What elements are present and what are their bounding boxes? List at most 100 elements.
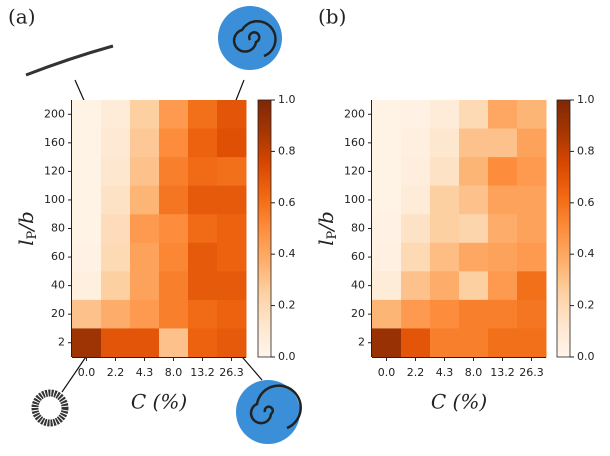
heat-cell (488, 271, 518, 301)
heat-cell (130, 157, 160, 187)
y-tick-label: 200 (344, 107, 365, 120)
y-tick-label: 60 (51, 250, 65, 263)
heat-cell (430, 271, 460, 301)
heat-cell (401, 100, 431, 130)
y-axis-label-part: P (25, 230, 40, 239)
heat-cell (159, 100, 189, 130)
heat-cell (372, 128, 402, 158)
x-tick-label: 13.2 (190, 366, 215, 379)
heat-cell (401, 328, 431, 358)
panel-label: (b) (318, 5, 346, 29)
heat-cell (517, 271, 547, 301)
colorbar-tick-label: 0.8 (577, 144, 595, 157)
heat-cell (517, 128, 547, 158)
x-axis-label: C (%) (131, 390, 187, 414)
heat-cell (372, 271, 402, 301)
heat-cell (159, 299, 189, 329)
y-tick-label: 60 (351, 250, 365, 263)
y-tick-label: 80 (351, 222, 365, 235)
heat-cell (372, 214, 402, 244)
heat-cell (101, 185, 131, 215)
y-tick-label: 120 (344, 164, 365, 177)
heat-cell (517, 185, 547, 215)
y-axis-label-part: /b (14, 211, 38, 233)
heat-cell (72, 299, 102, 329)
blob-icon (236, 380, 300, 444)
heat-cell (130, 185, 160, 215)
colorbar-tick-label: 1.0 (577, 93, 595, 106)
colorbar-tick-label: 0.6 (278, 196, 296, 209)
heat-cell (101, 157, 131, 187)
heat-cell (217, 299, 247, 329)
x-axis-label: C (%) (431, 390, 487, 414)
heat-cell (430, 128, 460, 158)
x-tick-label: 26.3 (219, 366, 244, 379)
heat-cell (430, 214, 460, 244)
y-tick-label: 40 (51, 279, 65, 292)
y-axis-label-part: l (314, 239, 338, 245)
colorbar-tick-label: 0.2 (577, 299, 595, 312)
heat-cell (217, 242, 247, 272)
heat-cell (101, 299, 131, 329)
heat-cell (101, 100, 131, 130)
x-tick-label: 2.2 (407, 366, 425, 379)
heat-cell (372, 328, 402, 358)
heat-cell (188, 242, 218, 272)
heat-cell (217, 271, 247, 301)
rod-icon (25, 44, 114, 77)
heat-cell (101, 214, 131, 244)
heat-cell (401, 242, 431, 272)
heat-cell (430, 328, 460, 358)
heat-cell (401, 185, 431, 215)
heat-cell (217, 185, 247, 215)
heat-cell (188, 100, 218, 130)
heat-cell (459, 271, 489, 301)
colorbar-tick-label: 0.4 (577, 247, 595, 260)
y-tick-label: 100 (344, 193, 365, 206)
spiral-icon (249, 384, 302, 430)
heat-cell (159, 214, 189, 244)
x-tick-label: 26.3 (519, 366, 544, 379)
heat-cell (517, 100, 547, 130)
heat-cell (188, 157, 218, 187)
spiral-icon (232, 20, 277, 58)
heat-cell (488, 242, 518, 272)
heat-cell (488, 328, 518, 358)
heat-cell (459, 128, 489, 158)
y-tick-label: 2 (358, 336, 365, 349)
heat-cell (517, 242, 547, 272)
heat-cell (517, 328, 547, 358)
heat-cell (130, 128, 160, 158)
heat-cell (488, 128, 518, 158)
y-tick-label: 120 (44, 164, 65, 177)
heat-cell (372, 185, 402, 215)
x-tick-label: 13.2 (490, 366, 515, 379)
heat-cell (401, 128, 431, 158)
heat-cell (488, 100, 518, 130)
heat-cell (217, 328, 247, 358)
heat-cell (517, 214, 547, 244)
heat-cell (130, 214, 160, 244)
y-axis-label-part: /b (314, 211, 338, 233)
x-tick-label: 2.2 (107, 366, 125, 379)
heat-cell (130, 299, 160, 329)
heat-cell (372, 299, 402, 329)
heat-cell (72, 214, 102, 244)
heat-cell (188, 299, 218, 329)
heat-cell (430, 100, 460, 130)
heat-cell (72, 328, 102, 358)
heat-cell (101, 128, 131, 158)
heat-cell (101, 271, 131, 301)
heat-cell (488, 185, 518, 215)
heat-cell (217, 128, 247, 158)
heat-cell (72, 157, 102, 187)
heat-cell (401, 299, 431, 329)
x-tick-label: 8.0 (165, 366, 183, 379)
colorbar-tick-label: 0.0 (278, 350, 296, 363)
heat-cell (130, 271, 160, 301)
heat-cell (72, 128, 102, 158)
heat-cell (130, 242, 160, 272)
ring-icon (31, 389, 69, 427)
heat-cell (130, 328, 160, 358)
heat-cell (72, 271, 102, 301)
